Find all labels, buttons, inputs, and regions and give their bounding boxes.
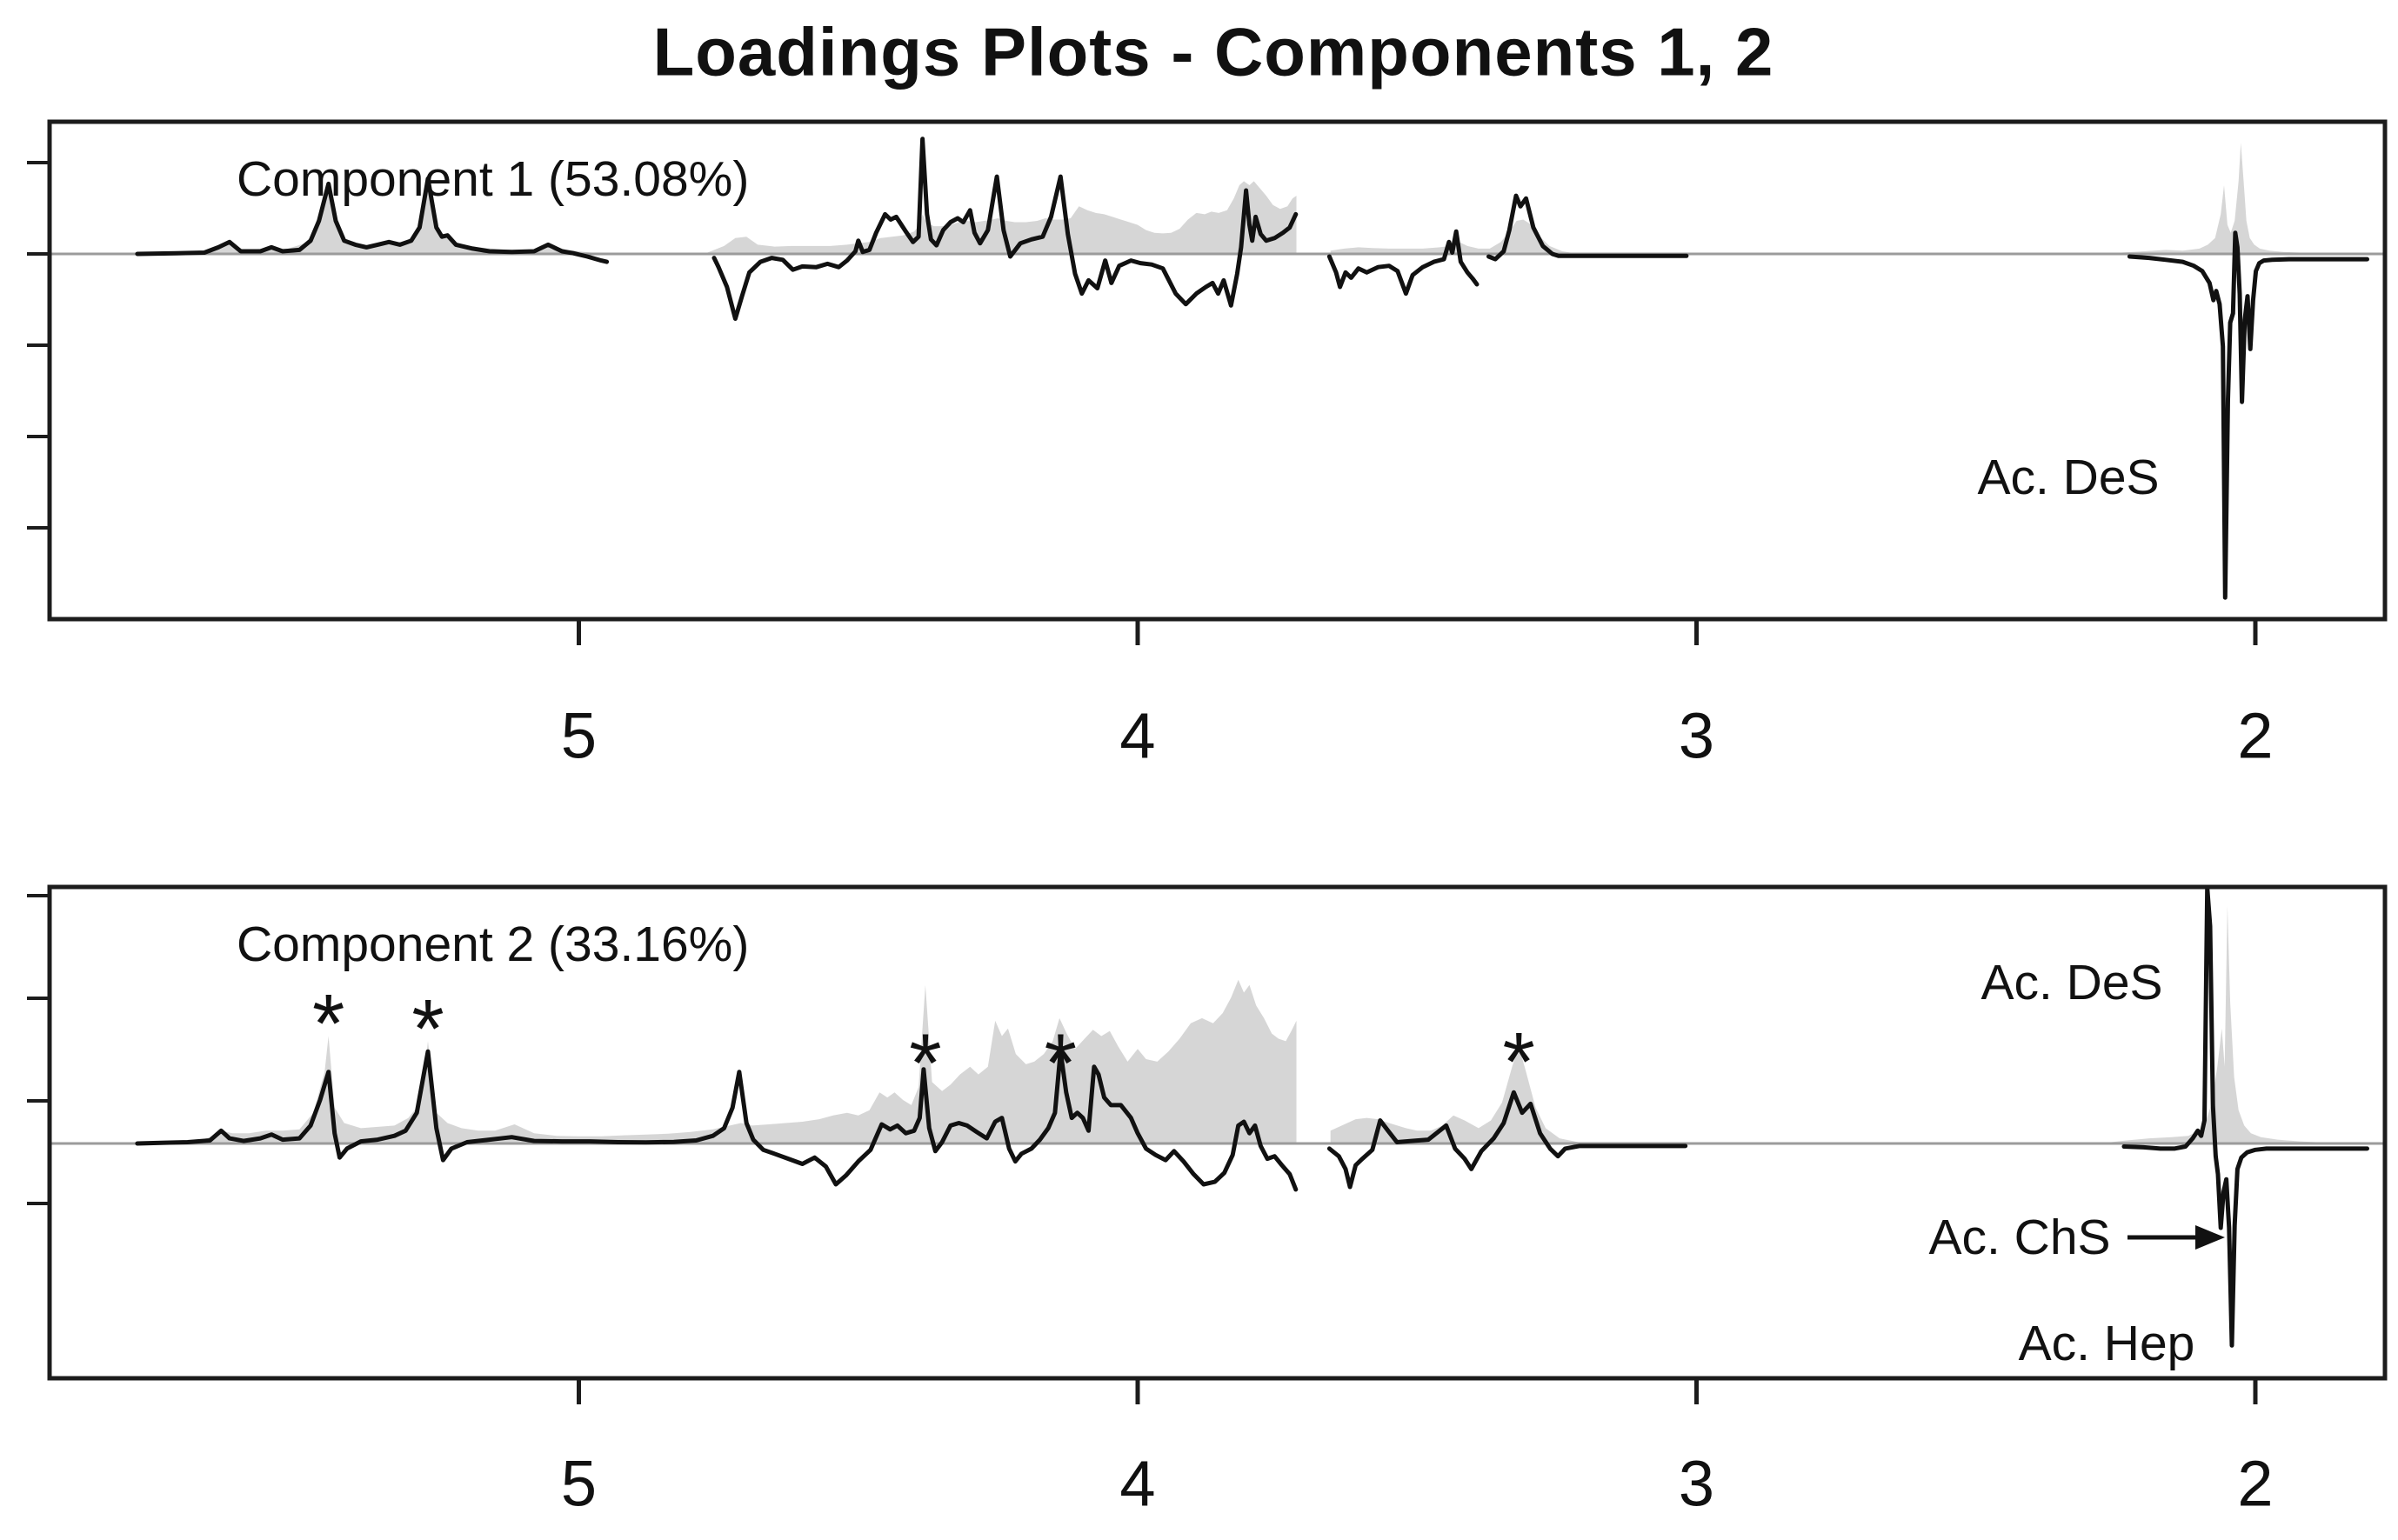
panel2-component-label: Component 2 (33.16%) — [237, 917, 750, 972]
panel1-component-label: Component 1 (53.08%) — [237, 151, 750, 207]
x-tick-label: 2 — [2237, 1447, 2274, 1520]
figure-title: Loadings Plots - Components 1, 2 — [652, 13, 1774, 90]
asterisk-marker: * — [909, 1017, 941, 1110]
annotation-ac-chs: Ac. ChS — [1928, 1210, 2111, 1265]
asterisk-marker: * — [411, 983, 444, 1076]
x-tick-label: 4 — [1119, 699, 1156, 772]
loading-curve — [1326, 229, 1480, 297]
reference-spectrum-fill — [2087, 143, 2356, 254]
reference-spectrum-fill — [2099, 905, 2356, 1143]
x-tick-label: 3 — [1678, 1447, 1715, 1520]
x-tick-label: 2 — [2237, 699, 2274, 772]
x-tick-label: 3 — [1678, 699, 1715, 772]
loading-curve — [1326, 1090, 1688, 1190]
reference-spectrum-fill — [707, 181, 1297, 254]
x-tick-label: 5 — [560, 699, 598, 772]
annotation-ac-des: Ac. DeS — [1977, 450, 2160, 505]
annotation-ac-hep: Ac. Hep — [2018, 1316, 2195, 1371]
loading-curve — [711, 137, 1299, 321]
annotation-arrowhead — [2195, 1225, 2225, 1250]
panel-frame — [47, 119, 2388, 622]
loading-curve — [2121, 885, 2369, 1348]
annotation-ac-des: Ac. DeS — [1981, 955, 2163, 1010]
reference-spectrum-fill — [176, 979, 1297, 1143]
loading-curve — [135, 176, 610, 264]
x-tick-label: 4 — [1119, 1447, 1156, 1520]
loading-curve — [2127, 230, 2369, 600]
reference-spectrum-fill — [1330, 219, 1580, 254]
reference-spectrum-fill — [1330, 1046, 1585, 1143]
panel-frame — [47, 884, 2388, 1381]
asterisk-marker: * — [1045, 1017, 1077, 1110]
asterisk-marker: * — [312, 977, 344, 1070]
loading-curve — [135, 1049, 1299, 1192]
loading-curve — [1486, 193, 1689, 262]
x-tick-label: 5 — [560, 1447, 598, 1520]
asterisk-marker: * — [1503, 1016, 1535, 1109]
